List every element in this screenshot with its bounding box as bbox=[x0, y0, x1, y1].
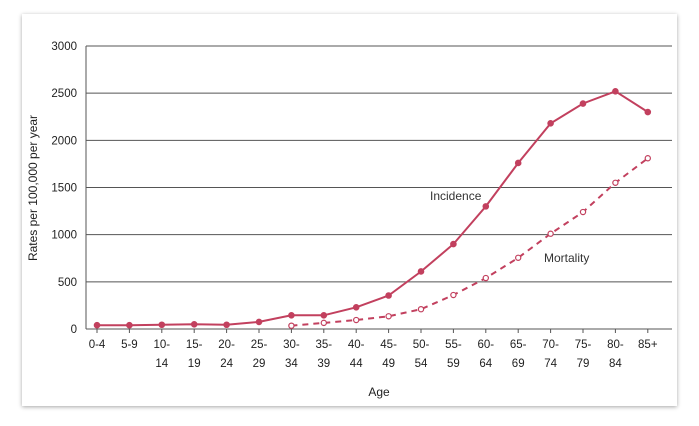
x-tick-label: 80- bbox=[607, 339, 624, 351]
chart-frame bbox=[22, 14, 677, 406]
data-point-mortality bbox=[450, 291, 457, 299]
x-tick-label-line2: 39 bbox=[317, 358, 330, 370]
data-point-incidence bbox=[158, 321, 166, 329]
data-point-incidence bbox=[385, 292, 392, 299]
series-line-incidence bbox=[97, 90, 649, 327]
data-point-incidence bbox=[514, 159, 522, 167]
x-tick-label-line2: 14 bbox=[155, 358, 168, 370]
data-point-mortality bbox=[320, 319, 327, 327]
y-tick-label: 2500 bbox=[51, 88, 77, 100]
x-axis-ticks: 0-4 5-9 10- 14 15- 19 20- 24 25- 29 30- 34 35- 39 40- 4… bbox=[89, 329, 658, 370]
x-tick-label: 20- bbox=[218, 339, 235, 351]
y-tick-label: 500 bbox=[58, 277, 77, 289]
x-axis-label: Age bbox=[368, 385, 390, 399]
x-tick-label-line2: 34 bbox=[285, 358, 298, 370]
x-tick-label: 85+ bbox=[638, 339, 658, 351]
x-tick-label: 15- bbox=[186, 339, 203, 351]
data-point-mortality bbox=[579, 208, 587, 216]
x-tick-label: 0-4 bbox=[89, 339, 106, 351]
y-tick-label: 0 bbox=[71, 324, 77, 336]
data-point-incidence bbox=[579, 100, 587, 107]
data-point-mortality bbox=[482, 274, 489, 282]
data-point-mortality bbox=[515, 254, 522, 261]
series-points bbox=[93, 87, 652, 329]
data-point-incidence bbox=[93, 321, 101, 329]
data-point-mortality bbox=[644, 155, 652, 162]
mortality-annotation: Mortality bbox=[544, 251, 589, 265]
y-axis-ticks: 0 500 1000 1500 2000 2500 3000 bbox=[51, 41, 77, 336]
data-point-mortality bbox=[417, 305, 425, 313]
data-point-incidence bbox=[320, 312, 328, 319]
data-point-mortality bbox=[385, 313, 392, 320]
data-point-incidence bbox=[547, 120, 554, 127]
x-tick-label: 5-9 bbox=[121, 339, 138, 351]
y-tick-label: 1500 bbox=[51, 183, 77, 195]
data-point-mortality bbox=[353, 316, 360, 324]
data-point-mortality bbox=[547, 230, 554, 237]
series-lines bbox=[97, 90, 649, 327]
data-point-incidence bbox=[352, 304, 360, 311]
x-tick-label-line2: 79 bbox=[577, 358, 590, 370]
data-point-incidence bbox=[482, 203, 490, 210]
x-tick-label: 35- bbox=[315, 339, 332, 351]
series-line-mortality bbox=[291, 157, 649, 327]
data-point-incidence bbox=[288, 312, 295, 319]
x-tick-label-line2: 74 bbox=[544, 358, 557, 370]
x-tick-label: 60- bbox=[477, 339, 494, 351]
x-tick-label: 50- bbox=[413, 339, 430, 351]
x-tick-label-line2: 59 bbox=[447, 358, 460, 370]
x-tick-label-line2: 84 bbox=[609, 358, 622, 370]
y-tick-label: 1000 bbox=[51, 230, 77, 242]
x-tick-label: 45- bbox=[380, 339, 397, 351]
x-tick-label-line2: 54 bbox=[415, 358, 428, 370]
y-tick-label: 2000 bbox=[51, 135, 77, 147]
data-point-incidence bbox=[126, 321, 133, 329]
x-tick-label-line2: 24 bbox=[220, 358, 233, 370]
gridlines bbox=[85, 45, 672, 330]
x-tick-label: 55- bbox=[445, 339, 462, 351]
x-tick-label: 65- bbox=[510, 339, 527, 351]
y-tick-label: 3000 bbox=[51, 41, 77, 53]
data-point-incidence bbox=[450, 240, 457, 248]
x-tick-label: 25- bbox=[251, 339, 268, 351]
x-tick-label-line2: 19 bbox=[188, 358, 201, 370]
data-point-mortality bbox=[288, 322, 295, 329]
x-tick-label-line2: 49 bbox=[382, 358, 395, 370]
data-point-incidence bbox=[223, 321, 230, 329]
data-point-incidence bbox=[417, 268, 425, 275]
x-tick-label: 70- bbox=[542, 339, 559, 351]
incidence-annotation: Incidence bbox=[430, 189, 482, 203]
x-tick-label: 10- bbox=[153, 339, 170, 351]
data-point-incidence bbox=[644, 108, 652, 116]
data-point-incidence bbox=[612, 87, 619, 95]
data-point-incidence bbox=[190, 320, 198, 328]
x-tick-label-line2: 29 bbox=[253, 358, 266, 370]
x-tick-label: 30- bbox=[283, 339, 300, 351]
x-tick-label-line2: 44 bbox=[350, 358, 363, 370]
x-tick-label-line2: 69 bbox=[512, 358, 525, 370]
data-point-incidence bbox=[255, 318, 263, 326]
data-point-mortality bbox=[612, 179, 619, 186]
x-tick-label: 40- bbox=[348, 339, 365, 351]
x-tick-label-line2: 64 bbox=[479, 358, 492, 370]
y-axis-label: Rates per 100,000 per year bbox=[26, 115, 40, 261]
x-tick-label: 75- bbox=[575, 339, 592, 351]
